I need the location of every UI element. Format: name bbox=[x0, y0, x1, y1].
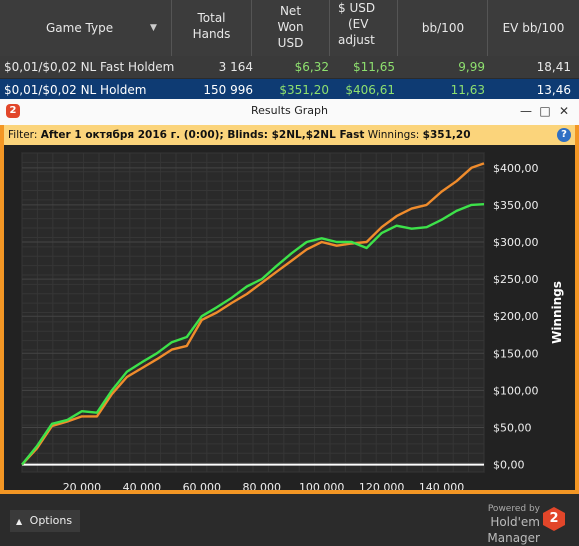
x-tick-label: 20 000 bbox=[63, 481, 102, 490]
options-label: Options bbox=[29, 514, 73, 527]
ev-bb100-header-label: EV bb/100 bbox=[502, 21, 565, 35]
column-header-usd-ev[interactable]: $ USD (EV adjust bbox=[330, 0, 398, 56]
x-tick-label: 80 000 bbox=[243, 481, 282, 490]
results-chart: $0,00 $50,00 $100,00 $150,00 $200,00 $250,00 $… bbox=[21, 152, 564, 490]
window-titlebar[interactable]: 2 Results Graph — □ ✕ bbox=[0, 99, 579, 125]
x-tick-label: 40 000 bbox=[123, 481, 162, 490]
row-ev-bb100: 18,41 bbox=[536, 60, 571, 74]
powered-by-label: Powered by bbox=[487, 504, 540, 514]
chevron-up-icon: ▲ bbox=[16, 517, 23, 526]
total-hands-header-line2: Hands bbox=[192, 27, 231, 41]
x-tick-label: 60 000 bbox=[183, 481, 222, 490]
y-tick-label: $100,00 bbox=[493, 384, 539, 397]
y-tick-label: $350,00 bbox=[493, 199, 539, 212]
app-logo-icon: 2 bbox=[6, 104, 20, 118]
series-line-all-in-ev bbox=[21, 162, 485, 466]
row-ev-bb100: 13,46 bbox=[536, 83, 571, 97]
x-tick-label: 100 000 bbox=[299, 481, 345, 490]
total-hands-header-line1: Total bbox=[197, 11, 226, 25]
bb100-header-label: bb/100 bbox=[421, 21, 465, 35]
row-hands: 150 996 bbox=[203, 83, 253, 97]
maximize-icon[interactable]: □ bbox=[539, 104, 551, 118]
y-tick-label: $150,00 bbox=[493, 347, 539, 360]
window-title: Results Graph bbox=[251, 104, 328, 117]
y-tick-label: $300,00 bbox=[493, 236, 539, 249]
filter-text: After 1 октября 2016 г. (0:00); Blinds: … bbox=[40, 129, 365, 141]
net-won-header-line1: Net bbox=[279, 4, 302, 18]
stats-table-header: Game Type ▼ Total Hands Net Won USD $ US… bbox=[0, 0, 579, 56]
row-game-type: $0,01/$0,02 NL Fast Holdem bbox=[4, 60, 175, 74]
y-tick-label: $200,00 bbox=[493, 310, 539, 323]
net-won-header-line3: USD bbox=[277, 36, 304, 50]
filter-label: Filter: bbox=[8, 129, 38, 141]
column-header-game-type[interactable]: Game Type ▼ bbox=[0, 0, 172, 56]
row-bb100: 11,63 bbox=[450, 83, 485, 97]
brand-name: Hold'em Manager bbox=[487, 515, 540, 545]
column-header-ev-bb100[interactable]: EV bb/100 bbox=[488, 0, 579, 56]
usd-ev-header-line3: adjust bbox=[338, 33, 375, 47]
row-ev-usd: $406,61 bbox=[345, 83, 395, 97]
table-row-selected[interactable]: $0,01/$0,02 NL Holdem 150 996 $351,20 $4… bbox=[0, 79, 579, 101]
results-graph-window: 2 Results Graph — □ ✕ Filter: After 1 ок… bbox=[0, 99, 579, 545]
game-type-header-label: Game Type bbox=[46, 21, 114, 35]
row-net-won: $6,32 bbox=[294, 60, 329, 74]
usd-ev-header-line2: (EV bbox=[348, 17, 369, 31]
graph-area: $0,00 $50,00 $100,00 $150,00 $200,00 $250,00 $… bbox=[4, 145, 575, 545]
winnings-value: $351,20 bbox=[422, 129, 471, 141]
usd-ev-header-line1: $ USD bbox=[338, 1, 376, 15]
y-tick-label: $250,00 bbox=[493, 273, 539, 286]
minimize-icon[interactable]: — bbox=[520, 104, 532, 118]
row-bb100: 9,99 bbox=[458, 60, 485, 74]
y-tick-label: $0,00 bbox=[493, 459, 525, 472]
brand-block: Powered by Hold'em Manager bbox=[440, 504, 540, 546]
x-tick-label: 120 000 bbox=[359, 481, 405, 490]
table-row[interactable]: $0,01/$0,02 NL Fast Holdem 3 164 $6,32 $… bbox=[0, 56, 579, 78]
x-tick-label: 140 000 bbox=[419, 481, 465, 490]
column-header-bb100[interactable]: bb/100 bbox=[398, 0, 488, 56]
chevron-down-icon[interactable]: ▼ bbox=[150, 23, 157, 33]
filter-bar: Filter: After 1 октября 2016 г. (0:00); … bbox=[4, 125, 575, 145]
hm-logo-icon: 2 bbox=[543, 507, 565, 531]
row-hands: 3 164 bbox=[218, 60, 253, 74]
y-tick-label: $400,00 bbox=[493, 162, 539, 175]
row-net-won: $351,20 bbox=[279, 83, 329, 97]
y-axis-title: Winnings bbox=[550, 281, 564, 344]
y-tick-label: $50,00 bbox=[493, 421, 532, 434]
help-icon[interactable]: ? bbox=[557, 128, 571, 142]
winnings-label: Winnings: bbox=[367, 129, 420, 141]
column-header-total-hands[interactable]: Total Hands bbox=[172, 0, 252, 56]
column-header-net-won[interactable]: Net Won USD bbox=[252, 0, 330, 56]
row-game-type: $0,01/$0,02 NL Holdem bbox=[4, 83, 147, 97]
series-line-net-won bbox=[21, 203, 485, 466]
row-ev-usd: $11,65 bbox=[353, 60, 395, 74]
options-button[interactable]: ▲ Options bbox=[10, 510, 80, 532]
net-won-header-line2: Won bbox=[277, 20, 304, 34]
close-icon[interactable]: ✕ bbox=[558, 104, 570, 118]
